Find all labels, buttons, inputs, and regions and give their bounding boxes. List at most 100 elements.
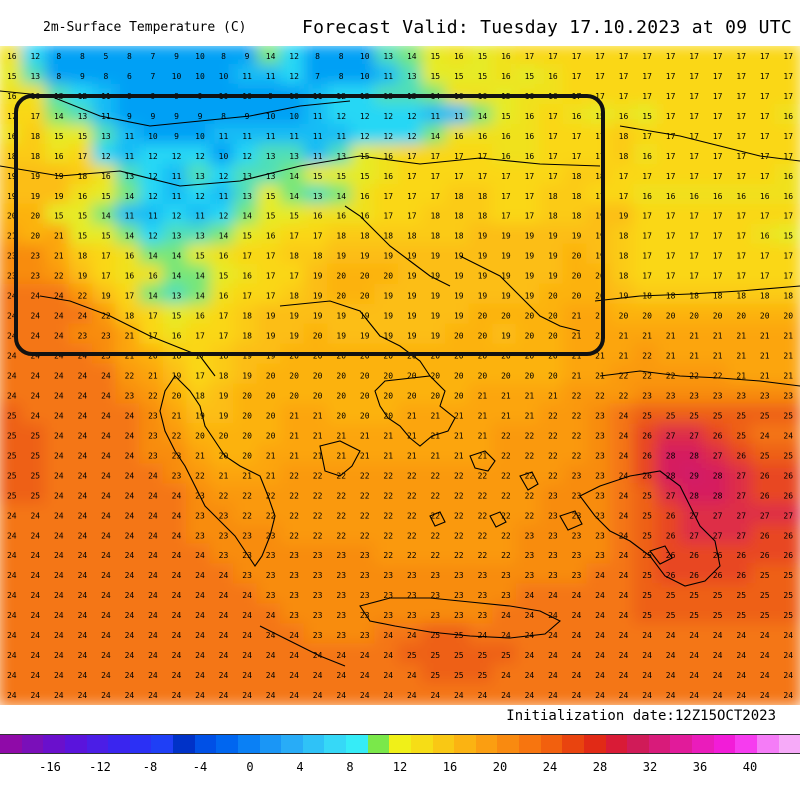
- grid-value-label: 26: [666, 511, 676, 520]
- grid-value-label: 12: [360, 112, 370, 121]
- grid-value-label: 20: [407, 372, 417, 381]
- grid-value-label: 13: [266, 172, 276, 181]
- grid-value-label: 21: [572, 312, 582, 321]
- grid-value-label: 14: [289, 192, 299, 201]
- colorbar-swatch: [43, 735, 65, 753]
- grid-value-label: 20: [360, 392, 370, 401]
- grid-value-label: 22: [525, 511, 535, 520]
- grid-value-label: 24: [125, 571, 135, 580]
- grid-value-label: 8: [127, 52, 132, 61]
- grid-value-label: 22: [219, 491, 229, 500]
- grid-value-label: 15: [430, 72, 440, 81]
- grid-value-label: 17: [666, 252, 676, 261]
- grid-value-label: 19: [478, 252, 488, 261]
- grid-value-label: 23: [336, 611, 346, 620]
- grid-value-label: 18: [78, 172, 88, 181]
- grid-value-label: 27: [713, 451, 723, 460]
- grid-value-label: 13: [289, 152, 299, 161]
- grid-value-label: 23: [289, 571, 299, 580]
- highlight-box: [14, 94, 605, 356]
- grid-value-label: 23: [266, 551, 276, 560]
- grid-value-label: 24: [125, 591, 135, 600]
- grid-value-label: 24: [242, 691, 252, 700]
- grid-value-label: 18: [30, 152, 40, 161]
- grid-value-label: 19: [454, 252, 464, 261]
- grid-value-label: 16: [7, 132, 17, 141]
- grid-value-label: 23: [642, 392, 652, 401]
- grid-value-label: 19: [619, 292, 629, 301]
- temperature-cell: [68, 123, 97, 148]
- temperature-cell: [774, 123, 800, 148]
- grid-value-label: 24: [195, 631, 205, 640]
- grid-value-label: 19: [219, 411, 229, 420]
- grid-value-label: 8: [339, 52, 344, 61]
- grid-value-label: 19: [313, 312, 323, 321]
- colorbar-swatch: [713, 735, 736, 753]
- grid-value-label: 20: [266, 431, 276, 440]
- grid-value-label: 19: [336, 312, 346, 321]
- colorbar-tick-label: -8: [142, 760, 158, 774]
- grid-value-label: 27: [666, 491, 676, 500]
- grid-value-label: 24: [619, 551, 629, 560]
- colorbar-swatch: [129, 735, 152, 753]
- grid-value-label: 23: [666, 392, 676, 401]
- grid-value-label: 19: [383, 332, 393, 341]
- grid-value-label: 23: [336, 571, 346, 580]
- grid-value-label: 24: [30, 411, 40, 420]
- grid-value-label: 16: [501, 152, 511, 161]
- grid-value-label: 25: [666, 611, 676, 620]
- grid-value-label: 17: [713, 52, 723, 61]
- grid-value-label: 15: [7, 72, 17, 81]
- colorbar-tick-label: 36: [692, 760, 708, 774]
- grid-value-label: 18: [666, 292, 676, 301]
- grid-value-label: 21: [689, 332, 699, 341]
- grid-value-label: 15: [360, 172, 370, 181]
- grid-value-label: 20: [454, 332, 464, 341]
- temperature-cell: [586, 123, 614, 148]
- grid-value-label: 15: [101, 232, 111, 241]
- grid-value-label: 17: [289, 232, 299, 241]
- grid-value-label: 24: [219, 691, 229, 700]
- temperature-cell: [374, 123, 402, 148]
- temperature-cell: [303, 123, 332, 148]
- grid-value-label: 26: [666, 531, 676, 540]
- grid-value-label: 26: [783, 491, 793, 500]
- temperature-cell: [0, 123, 26, 148]
- grid-value-label: 17: [666, 152, 676, 161]
- grid-value-label: 24: [30, 671, 40, 680]
- grid-value-label: 17: [595, 192, 605, 201]
- grid-value-label: 17: [195, 372, 205, 381]
- grid-value-label: 21: [360, 451, 370, 460]
- grid-value-label: 17: [101, 252, 111, 261]
- grid-value-label: 27: [689, 531, 699, 540]
- grid-value-label: 17: [642, 172, 652, 181]
- grid-value-label: 24: [125, 511, 135, 520]
- grid-value-label: 19: [501, 292, 511, 301]
- grid-value-label: 11: [383, 72, 393, 81]
- grid-value-label: 24: [148, 671, 158, 680]
- grid-value-label: 19: [54, 172, 64, 181]
- grid-value-label: 24: [78, 571, 88, 580]
- temperature-cell: [609, 683, 638, 705]
- grid-value-label: 20: [736, 312, 746, 321]
- grid-value-label: 18: [572, 172, 582, 181]
- grid-value-label: 23: [313, 611, 323, 620]
- grid-value-label: 17: [713, 112, 723, 121]
- grid-value-label: 14: [195, 272, 205, 281]
- grid-value-label: 16: [313, 212, 323, 221]
- grid-value-label: 18: [336, 232, 346, 241]
- grid-value-label: 16: [736, 192, 746, 201]
- grid-value-label: 15: [242, 232, 252, 241]
- grid-value-label: 18: [548, 212, 558, 221]
- grid-value-label: 20: [266, 411, 276, 420]
- grid-value-label: 10: [219, 72, 229, 81]
- grid-value-label: 17: [525, 212, 535, 221]
- grid-value-label: 24: [525, 611, 535, 620]
- grid-value-label: 24: [7, 531, 17, 540]
- grid-value-label: 13: [195, 172, 205, 181]
- grid-value-label: 24: [54, 551, 64, 560]
- grid-value-label: 24: [548, 651, 558, 660]
- grid-value-label: 26: [760, 551, 770, 560]
- grid-value-label: 21: [478, 411, 488, 420]
- grid-value-label: 17: [407, 212, 417, 221]
